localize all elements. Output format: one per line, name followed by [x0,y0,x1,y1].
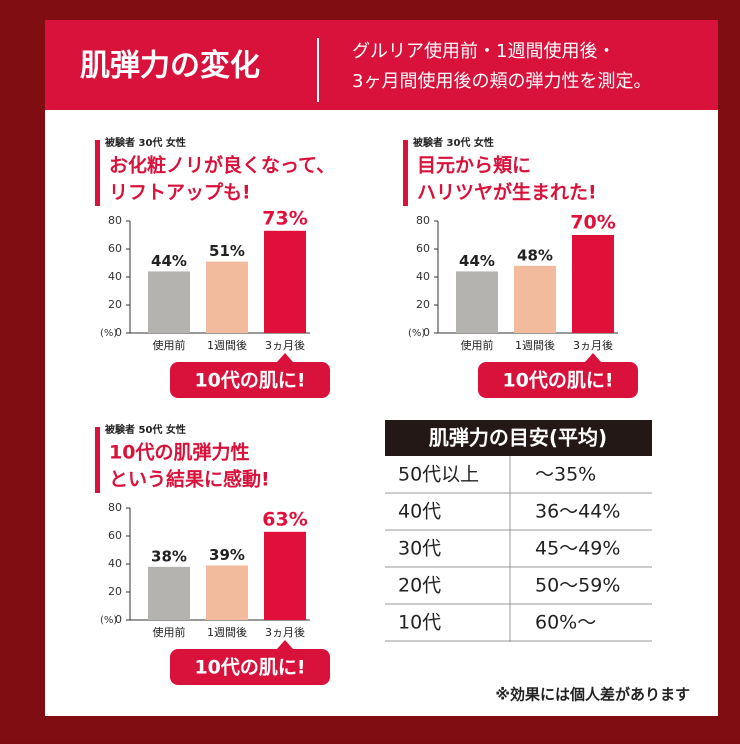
header-text: グルリア使用前・1週間使用後・ [352,41,615,62]
chart-title: お化粧ノリが良くなって、 [109,154,335,177]
table-cell: 10代 [398,612,441,634]
y-tick-label: 80 [108,501,122,514]
chart-title: 目元から頬に [417,154,531,177]
bar [264,531,306,620]
bar [148,566,190,620]
y-tick-label: 20 [108,298,122,311]
value-label: 73% [262,207,307,229]
badge-pointer [277,640,293,649]
subject: 被験者 50代 女性 [105,423,186,436]
badge [478,362,638,398]
bar [206,261,248,333]
table-cell: 60%～ [535,612,596,634]
x-tick-label: 使用前 [153,625,186,639]
header-band [45,20,718,110]
value-label: 63% [262,508,307,530]
bar [572,235,614,333]
y-tick-label: 40 [416,270,430,283]
y-tick-label: 20 [108,585,122,598]
badge-text: 10代の肌に! [502,370,613,392]
value-label: 38% [151,547,187,565]
x-tick-label: 使用前 [153,338,186,352]
y-tick-label: 20 [416,298,430,311]
subject: 被験者 30代 女性 [413,136,494,149]
y-tick-label: 0 [115,326,122,339]
y-tick-label: 0 [115,613,122,626]
y-tick-label: 80 [416,214,430,227]
badge-pointer [277,353,293,362]
x-tick-label: 使用前 [461,338,494,352]
y-tick-label: 40 [108,270,122,283]
subject-mark [403,140,408,206]
badge [170,649,330,685]
table-cell: 50～59% [535,575,620,597]
table-cell: 40代 [398,501,441,523]
y-tick-label: 60 [416,242,430,255]
chart-title: ハリツヤが生まれた! [417,181,597,204]
table-cell: 45～49% [535,538,620,560]
bar [206,565,248,620]
table-cell: 50代以上 [398,464,479,486]
badge-text: 10代の肌に! [194,370,305,392]
value-label: 70% [570,212,615,234]
table-cell: 20代 [398,575,441,597]
bar [264,230,306,333]
table-cell: ～35% [535,464,596,486]
badge [170,362,330,398]
y-tick-label: 80 [108,214,122,227]
y-tick-label: 60 [108,529,122,542]
bar [456,271,498,333]
value-label: 39% [209,546,245,564]
badge-text: 10代の肌に! [194,657,305,679]
subject-mark [95,427,100,493]
value-label: 51% [209,242,245,260]
chart-title: という結果に感動! [109,468,270,491]
table-title: 肌弾力の目安(平均) [429,426,607,450]
note: ※効果には個人差があります [495,686,690,704]
x-tick-label: 1週間後 [207,338,247,352]
bar [148,271,190,333]
table-cell: 30代 [398,538,441,560]
value-label: 44% [459,252,495,270]
x-tick-label: 1週間後 [207,625,247,639]
y-unit: (%) [100,615,117,626]
value-label: 48% [517,246,553,264]
x-tick-label: 3ヵ月後 [573,338,613,352]
y-tick-label: 0 [423,326,430,339]
subject-mark [95,140,100,206]
x-tick-label: 1週間後 [515,338,555,352]
y-unit: (%) [100,328,117,339]
y-tick-label: 60 [108,242,122,255]
chart-title: 10代の肌弾力性 [109,441,249,464]
y-unit: (%) [408,328,425,339]
badge-pointer [585,353,601,362]
header-title: 肌弾力の変化 [80,49,260,84]
x-tick-label: 3ヵ月後 [265,338,305,352]
bar [514,265,556,333]
subject: 被験者 30代 女性 [105,136,186,149]
table-cell: 36～44% [535,501,620,523]
table-header [385,420,652,456]
x-tick-label: 3ヵ月後 [265,625,305,639]
y-tick-label: 40 [108,557,122,570]
chart-title: リフトアップも! [109,181,251,204]
value-label: 44% [151,252,187,270]
header-text: 3ヶ月間使用後の頬の弾力性を測定。 [352,71,651,92]
